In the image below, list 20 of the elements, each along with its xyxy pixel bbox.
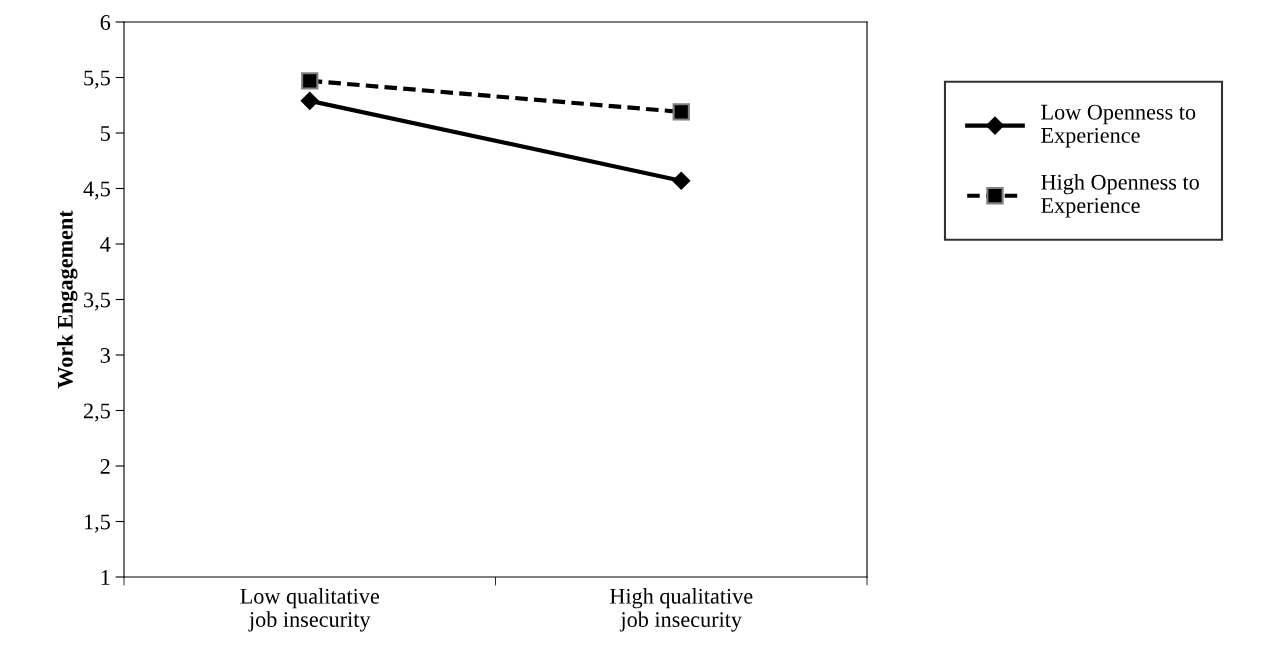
y-axis-title: Work Engagement bbox=[57, 210, 78, 389]
legend-label: Low Openness to Experience bbox=[1041, 104, 1196, 148]
y-tick-label: 2 bbox=[100, 458, 110, 474]
legend-label: High Openness to Experience bbox=[1041, 174, 1199, 218]
y-tick-label: 1 bbox=[101, 570, 110, 585]
y-tick-label: 3,5 bbox=[84, 292, 110, 311]
x-tick-label: High qualitative job insecurity bbox=[609, 588, 753, 632]
y-tick-label: 4,5 bbox=[83, 181, 110, 200]
y-tick-label: 4 bbox=[100, 237, 111, 252]
y-tick-label: 3 bbox=[100, 347, 110, 363]
y-tick-label: 6 bbox=[100, 14, 111, 30]
y-tick-label: 2,5 bbox=[84, 403, 110, 422]
y-tick-label: 5 bbox=[100, 126, 110, 141]
y-tick-label: 5,5 bbox=[84, 70, 110, 89]
point bbox=[672, 103, 690, 121]
y-tick-label: 1,5 bbox=[84, 514, 110, 533]
point bbox=[300, 91, 319, 110]
point bbox=[301, 72, 319, 90]
point bbox=[672, 171, 691, 190]
x-tick-label: Low qualitative job insecurity bbox=[240, 588, 380, 632]
